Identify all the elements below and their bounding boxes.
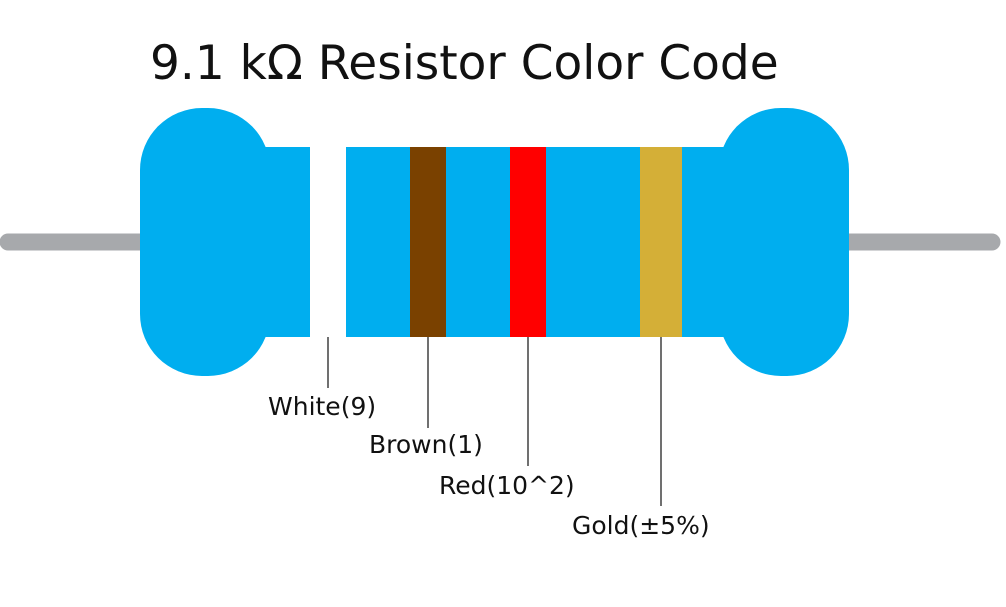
label-brown: Brown(1) (369, 430, 483, 459)
label-gold: Gold(±5%) (572, 511, 710, 540)
band-gold (640, 147, 682, 337)
band-red (510, 147, 546, 337)
leader-lines (327, 337, 662, 506)
color-bands (310, 147, 682, 337)
band-labels: White(9) Brown(1) Red(10^2) Gold(±5%) (268, 392, 710, 540)
resistor-body (140, 108, 849, 376)
band-brown (410, 147, 446, 337)
label-white: White(9) (268, 392, 376, 421)
label-red: Red(10^2) (439, 471, 575, 500)
band-white (310, 147, 346, 337)
diagram-title: 9.1 kΩ Resistor Color Code (150, 36, 779, 91)
